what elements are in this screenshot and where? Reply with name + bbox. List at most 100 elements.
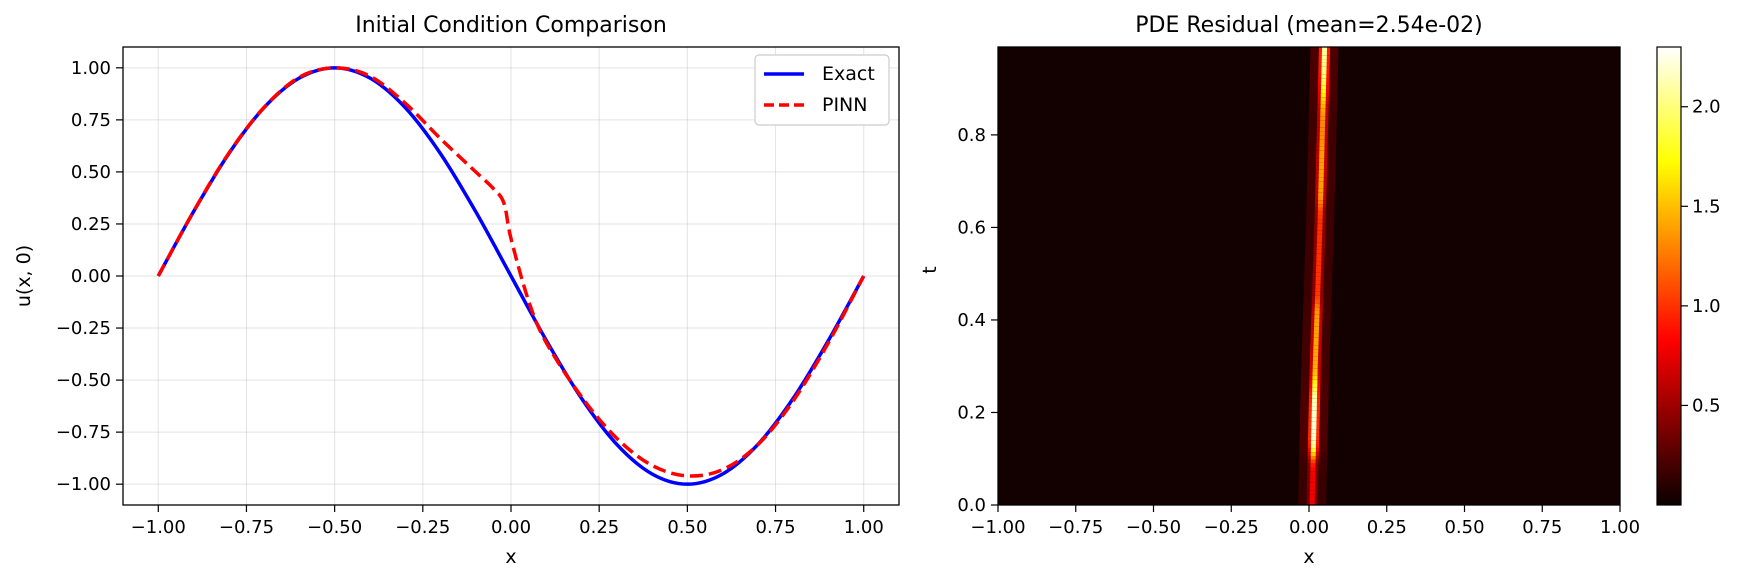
residual-core-cell: [1315, 276, 1321, 281]
residual-core-cell: [1318, 195, 1324, 201]
residual-core-cell: [1311, 436, 1317, 441]
x-axis-label: x: [505, 546, 516, 568]
residual-core-cell: [1313, 348, 1319, 353]
colorbar: 0.5 1.0 1.5 2.0: [1656, 46, 1721, 506]
residual-core-cell: [1311, 398, 1317, 403]
residual-core-cell: [1313, 337, 1319, 342]
residual-core-cell: [1318, 176, 1324, 182]
residual-core-cell: [1318, 165, 1324, 170]
residual-core-cell: [1316, 256, 1322, 262]
residual-core-cell: [1309, 489, 1315, 495]
residual-core-cell: [1318, 199, 1324, 205]
residual-core-cell: [1310, 466, 1316, 472]
x-tick-label: 1.00: [844, 517, 884, 538]
residual-core-cell: [1309, 493, 1315, 498]
y-axis-label: u(x, 0): [13, 245, 35, 307]
x-tick-label: 1.00: [1600, 517, 1640, 538]
residual-core-cell: [1317, 203, 1323, 208]
colorbar-ticks: 0.5 1.0 1.5 2.0: [1681, 97, 1721, 416]
residual-core-cell: [1312, 386, 1318, 392]
residual-core-cell: [1318, 169, 1324, 174]
x-tick-label: 0.50: [667, 517, 707, 538]
residual-core-cell: [1311, 413, 1317, 418]
x-tick-label: −0.75: [1048, 517, 1103, 538]
y-tick-label: 0.00: [71, 266, 111, 287]
residual-core-cell: [1321, 62, 1327, 67]
residual-core-cell: [1309, 501, 1315, 505]
residual-core-cell: [1320, 111, 1326, 117]
residual-core-cell: [1316, 260, 1322, 266]
residual-core-cell: [1317, 211, 1323, 216]
residual-core-cell: [1319, 127, 1325, 132]
residual-core-cell: [1310, 443, 1316, 449]
residual-core-cell: [1318, 188, 1324, 193]
residual-core-cell: [1318, 180, 1324, 185]
residual-core-cell: [1315, 268, 1321, 273]
residual-core-cell: [1314, 298, 1320, 304]
residual-core-cell: [1315, 272, 1321, 277]
residual-core-cell: [1317, 207, 1323, 212]
residual-core-cell: [1316, 241, 1322, 247]
residual-core-cell: [1311, 424, 1317, 430]
residual-core-cell: [1310, 474, 1316, 479]
x-tick-label: −0.25: [395, 517, 450, 538]
residual-core-cell: [1320, 92, 1326, 98]
residual-core-cell: [1321, 50, 1327, 56]
residual-core-cell: [1321, 73, 1327, 79]
x-tick-label: 0.75: [1522, 517, 1562, 538]
x-tick-label: 0.00: [491, 517, 531, 538]
residual-core-cell: [1313, 333, 1319, 338]
x-tick-label: 0.25: [579, 517, 619, 538]
residual-core-cell: [1309, 497, 1315, 502]
x-tick-label: −0.50: [1126, 517, 1181, 538]
x-axis-label: x: [1303, 546, 1314, 568]
residual-core-cell: [1312, 375, 1318, 380]
residual-core-cell: [1321, 69, 1327, 75]
x-tick-label: 0.25: [1367, 517, 1407, 538]
residual-core-cell: [1321, 66, 1327, 71]
residual-core-cell: [1318, 172, 1324, 178]
colorbar-tick-label: 0.5: [1692, 395, 1721, 416]
residual-core-cell: [1320, 115, 1326, 121]
residual-core-cell: [1311, 428, 1317, 434]
y-tick-label: 0.75: [71, 110, 111, 131]
y-tick-label: 0.25: [71, 214, 111, 235]
residual-core-cell: [1320, 88, 1326, 94]
series-lines: [156, 66, 866, 486]
residual-core-cell: [1314, 317, 1320, 323]
residual-core-cell: [1321, 81, 1327, 86]
residual-core-cell: [1312, 394, 1318, 399]
y-tick-label: 0.6: [957, 217, 986, 238]
residual-core-cell: [1316, 253, 1322, 258]
legend-label-exact: Exact: [822, 63, 875, 85]
residual-core-cell: [1320, 108, 1326, 113]
residual-core-cell: [1315, 291, 1321, 296]
residual-core-cell: [1317, 226, 1323, 231]
chart-title: PDE Residual (mean=2.54e-02): [1135, 13, 1482, 38]
colorbar-tick-label: 1.0: [1692, 296, 1721, 317]
x-tick-label: −1.00: [131, 517, 186, 538]
residual-core-cell: [1311, 401, 1317, 407]
residual-core-cell: [1313, 352, 1319, 357]
residual-core-cell: [1312, 367, 1318, 373]
residual-core-cell: [1317, 234, 1323, 239]
residual-core-cell: [1314, 302, 1320, 308]
residual-core-cell: [1313, 329, 1319, 334]
residual-core-cell: [1320, 100, 1326, 105]
residual-core-cell: [1313, 344, 1319, 350]
residual-core-cell: [1310, 478, 1316, 483]
x-tick-label: 0.75: [756, 517, 796, 538]
residual-core-cell: [1319, 150, 1325, 155]
residual-core-cell: [1310, 451, 1316, 456]
residual-core-cell: [1310, 470, 1316, 476]
residual-core-cell: [1311, 417, 1317, 422]
residual-core-cell: [1314, 306, 1320, 311]
y-axis-label: t: [919, 266, 941, 273]
residual-core-cell: [1314, 321, 1320, 327]
series-line-pinn: [156, 66, 866, 478]
residual-core-cell: [1320, 104, 1326, 109]
residual-core-cell: [1317, 218, 1323, 224]
heatmap-image: [998, 47, 1620, 505]
residual-core-cell: [1320, 119, 1326, 124]
